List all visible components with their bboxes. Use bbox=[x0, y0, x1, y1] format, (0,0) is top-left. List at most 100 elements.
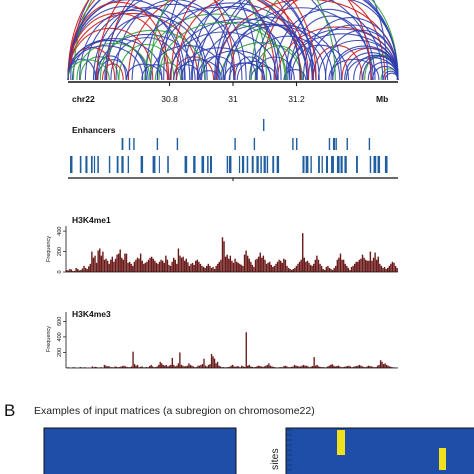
histone-bar bbox=[141, 366, 143, 368]
histone-bar bbox=[287, 267, 290, 272]
histone-bar bbox=[206, 265, 208, 272]
enhancer-mark bbox=[158, 156, 160, 173]
histone-bar bbox=[143, 263, 145, 272]
histone-bar bbox=[123, 365, 125, 368]
histone-bar bbox=[66, 269, 68, 272]
histone-bar bbox=[292, 268, 294, 272]
histone-bar bbox=[199, 263, 202, 272]
histone-bar bbox=[241, 365, 243, 368]
genome-axis-ticks: 30.8 31 31.2 bbox=[161, 82, 305, 104]
histone-bar bbox=[191, 365, 193, 368]
histone-bar bbox=[260, 366, 263, 368]
histone-bar bbox=[75, 267, 77, 272]
histone-bar bbox=[291, 269, 293, 272]
interaction-arc bbox=[330, 45, 399, 81]
histone-bar bbox=[330, 364, 332, 368]
histone-bar bbox=[336, 259, 339, 272]
histone-bar bbox=[334, 366, 336, 368]
histone-bar bbox=[235, 366, 237, 368]
h3k4me1-track: H3K4me1 Frequency 0 200 400 bbox=[46, 215, 398, 274]
interaction-arc bbox=[222, 24, 341, 81]
histone-bar bbox=[328, 365, 330, 368]
enhancer-mark bbox=[369, 156, 372, 173]
histone-bar bbox=[105, 258, 107, 272]
histone-bar bbox=[182, 365, 184, 368]
enhancer-mark bbox=[140, 156, 144, 173]
histone-bar bbox=[110, 259, 112, 272]
histone-bar bbox=[372, 257, 375, 272]
histone-bar bbox=[193, 264, 195, 272]
histone-bar bbox=[72, 270, 74, 272]
histone-bar bbox=[103, 259, 106, 272]
histone-bar bbox=[377, 256, 379, 272]
interaction-arc bbox=[170, 0, 372, 81]
enhancer-mark bbox=[246, 156, 249, 173]
histone-bar bbox=[271, 366, 273, 368]
histone-bar bbox=[280, 367, 282, 368]
histone-bar bbox=[165, 364, 167, 368]
panel-b-letter: B bbox=[4, 401, 15, 420]
histone-bar bbox=[218, 261, 221, 272]
histone-bar bbox=[254, 367, 256, 368]
histone-bar bbox=[231, 260, 233, 272]
histone-bar bbox=[385, 364, 388, 368]
histone-bar bbox=[128, 261, 131, 272]
histone-bar bbox=[139, 253, 142, 272]
interaction-arc bbox=[200, 23, 334, 81]
histone-bar bbox=[163, 262, 165, 272]
histone-bar bbox=[388, 366, 391, 368]
histone-bar bbox=[244, 366, 246, 368]
histone-bar bbox=[207, 263, 210, 272]
histone-bar bbox=[216, 361, 219, 368]
interaction-arc bbox=[131, 6, 308, 81]
histone-bar bbox=[388, 265, 390, 272]
enhancer-mark bbox=[318, 156, 320, 173]
histone-bar bbox=[294, 267, 296, 272]
histone-bar bbox=[207, 364, 210, 368]
histone-bar bbox=[136, 364, 139, 368]
unit-label: Mb bbox=[376, 94, 388, 104]
histone-bar bbox=[210, 267, 213, 272]
histone-bar bbox=[322, 268, 324, 272]
histone-bar bbox=[100, 255, 103, 272]
enhancer-mark bbox=[328, 138, 331, 150]
histone-bar bbox=[375, 367, 377, 368]
histone-bar bbox=[202, 266, 205, 272]
histone-bar bbox=[295, 365, 297, 368]
histone-bar bbox=[223, 241, 225, 272]
enhancer-mark bbox=[121, 138, 123, 150]
histone-bar bbox=[239, 263, 241, 272]
enhancer-mark bbox=[226, 156, 229, 173]
enhancer-mark bbox=[184, 156, 188, 173]
histone-bar bbox=[156, 366, 158, 368]
histone-bar bbox=[242, 366, 244, 368]
enhancer-mark bbox=[193, 156, 196, 173]
histone-bar bbox=[233, 366, 235, 368]
histone-bar bbox=[226, 254, 228, 272]
histone-bar bbox=[155, 262, 158, 272]
histone-bar bbox=[349, 366, 352, 368]
interaction-arc bbox=[127, 0, 302, 81]
histone-bar bbox=[368, 260, 370, 272]
interaction-arc bbox=[273, 8, 384, 81]
histone-bar bbox=[272, 366, 275, 368]
histone-bar bbox=[331, 269, 334, 272]
interaction-arc bbox=[67, 0, 236, 81]
histone-bar bbox=[289, 367, 291, 368]
histone-bar bbox=[106, 260, 109, 272]
histone-bar bbox=[382, 267, 384, 272]
histone-bar bbox=[91, 366, 94, 368]
histone-bar bbox=[94, 255, 96, 272]
histone-bar bbox=[369, 366, 371, 368]
histone-bar bbox=[119, 249, 121, 272]
histone-bar bbox=[146, 261, 148, 272]
histone-bar bbox=[344, 263, 346, 272]
histone-bar bbox=[306, 260, 309, 272]
enhancer-mark bbox=[377, 156, 381, 173]
histone-bar bbox=[121, 257, 123, 272]
histone-bar bbox=[278, 259, 280, 272]
histone-bar bbox=[80, 269, 82, 272]
histone-bar bbox=[83, 265, 85, 272]
enhancer-mark bbox=[201, 156, 205, 173]
enhancer-mark bbox=[260, 156, 262, 173]
